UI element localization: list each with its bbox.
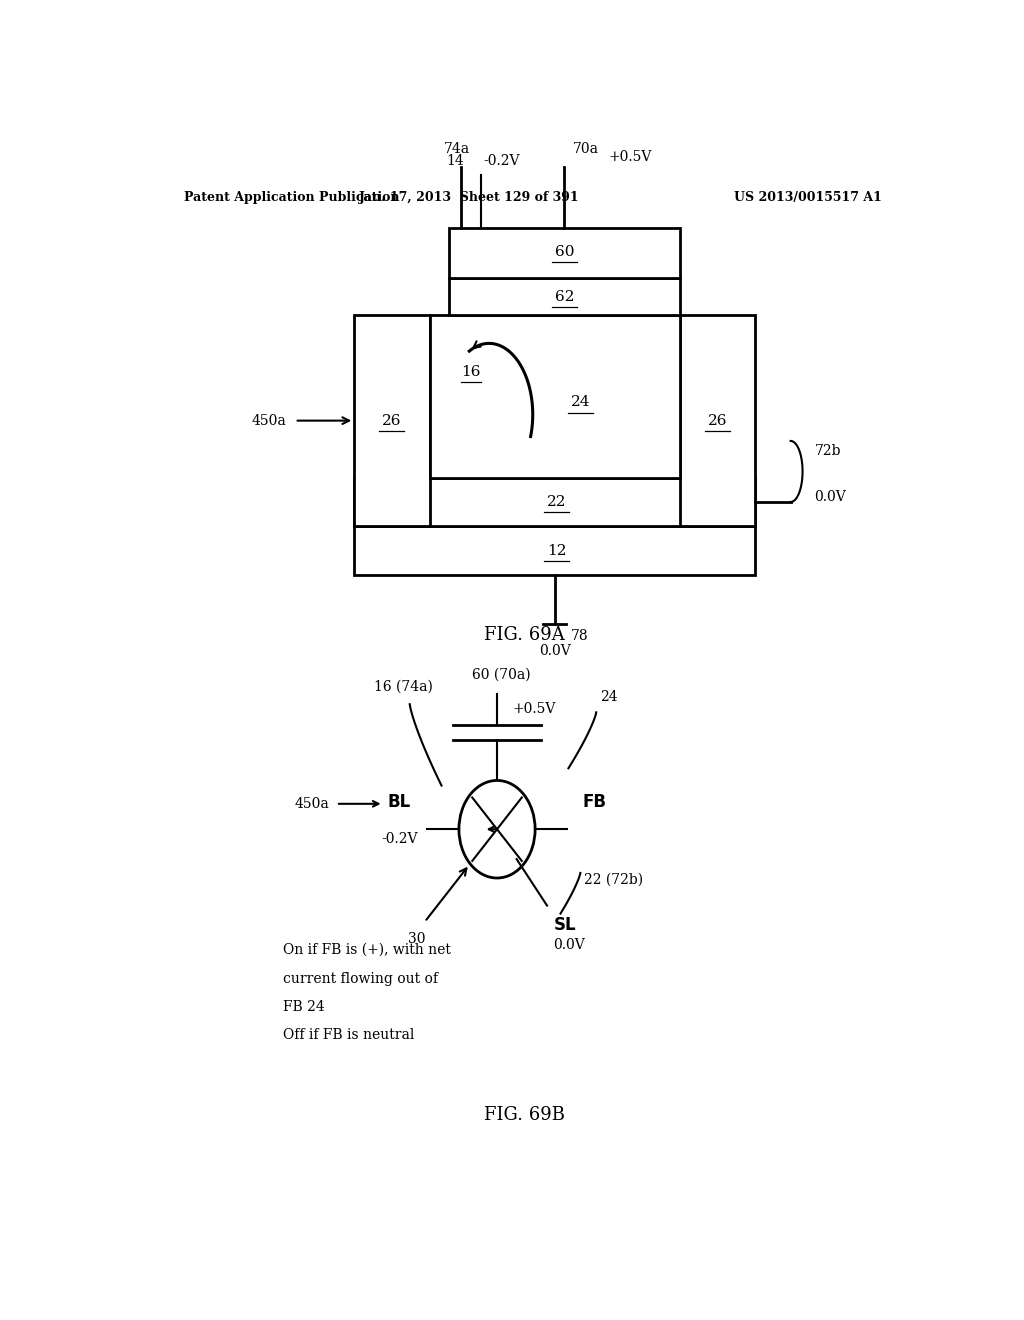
Text: FB: FB	[583, 793, 606, 810]
Text: 24: 24	[570, 395, 590, 409]
Text: 62: 62	[555, 289, 574, 304]
Text: 22: 22	[547, 495, 566, 510]
Bar	[354, 478, 755, 527]
Text: Off if FB is neutral: Off if FB is neutral	[283, 1028, 414, 1043]
Text: Patent Application Publication: Patent Application Publication	[183, 190, 399, 203]
Text: 450a: 450a	[252, 413, 287, 428]
Text: 72b: 72b	[814, 444, 841, 458]
Text: 0.0V: 0.0V	[553, 939, 585, 952]
Text: FIG. 69A: FIG. 69A	[484, 626, 565, 644]
Text: 60 (70a): 60 (70a)	[472, 668, 530, 682]
Bar	[680, 315, 755, 527]
Text: 70a: 70a	[572, 143, 598, 156]
Text: -0.2V: -0.2V	[483, 153, 520, 168]
Bar	[354, 527, 755, 576]
Text: +0.5V: +0.5V	[608, 150, 651, 165]
Bar	[450, 227, 680, 279]
Text: SL: SL	[553, 916, 575, 933]
Bar	[354, 315, 430, 527]
Text: 12: 12	[547, 544, 566, 558]
Text: -0.2V: -0.2V	[381, 833, 418, 846]
Text: 60: 60	[555, 246, 574, 259]
Text: 0.0V: 0.0V	[539, 644, 570, 659]
Text: 30: 30	[408, 932, 425, 946]
Text: US 2013/0015517 A1: US 2013/0015517 A1	[734, 190, 882, 203]
Text: Jan. 17, 2013  Sheet 129 of 391: Jan. 17, 2013 Sheet 129 of 391	[359, 190, 580, 203]
Text: +0.5V: +0.5V	[513, 702, 556, 717]
Text: 16: 16	[461, 364, 480, 379]
Text: 26: 26	[382, 413, 401, 428]
Bar	[450, 279, 680, 315]
Text: 0.0V: 0.0V	[814, 490, 846, 504]
Text: 78: 78	[570, 630, 588, 643]
Text: On if FB is (+), with net: On if FB is (+), with net	[283, 942, 451, 957]
Text: FB 24: FB 24	[283, 1001, 325, 1014]
Text: current flowing out of: current flowing out of	[283, 972, 437, 986]
Text: 22 (72b): 22 (72b)	[585, 873, 643, 887]
Text: BL: BL	[388, 793, 411, 810]
Text: 24: 24	[600, 690, 617, 704]
Text: 26: 26	[708, 413, 727, 428]
Text: 450a: 450a	[295, 797, 330, 810]
Text: 14: 14	[445, 153, 464, 168]
Text: FIG. 69B: FIG. 69B	[484, 1106, 565, 1123]
Text: 74a: 74a	[444, 143, 470, 156]
Bar	[430, 315, 680, 478]
Text: 16 (74a): 16 (74a)	[374, 680, 433, 694]
